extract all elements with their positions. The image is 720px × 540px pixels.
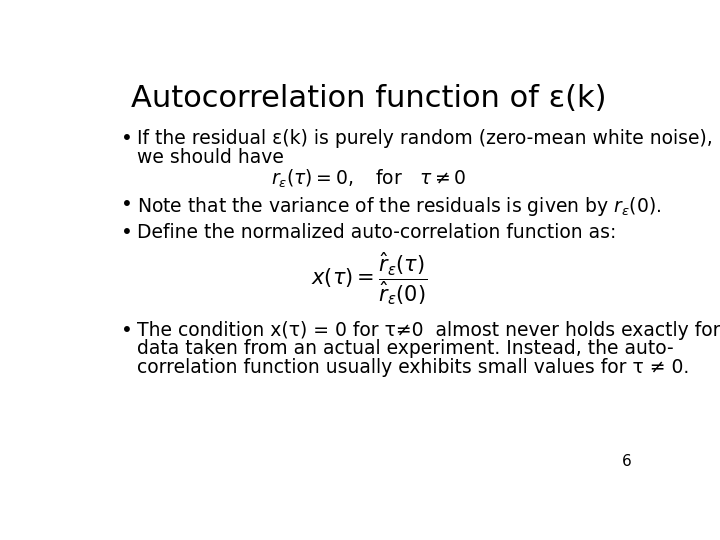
Text: 6: 6: [621, 454, 631, 469]
Text: Autocorrelation function of ε(k): Autocorrelation function of ε(k): [131, 84, 607, 112]
Text: •: •: [121, 321, 132, 340]
Text: If the residual ε(k) is purely random (zero-mean white noise),: If the residual ε(k) is purely random (z…: [138, 129, 714, 149]
Text: The condition x(τ) = 0 for τ≠0  almost never holds exactly for: The condition x(τ) = 0 for τ≠0 almost ne…: [138, 321, 720, 340]
Text: •: •: [121, 223, 132, 242]
Text: Define the normalized auto-correlation function as:: Define the normalized auto-correlation f…: [138, 223, 617, 242]
Text: we should have: we should have: [138, 148, 284, 167]
Text: data taken from an actual experiment. Instead, the auto-: data taken from an actual experiment. In…: [138, 339, 674, 358]
Text: •: •: [121, 194, 132, 213]
Text: $r_{\varepsilon}(\tau) = 0, \quad \mathrm{for} \quad \tau \neq 0$: $r_{\varepsilon}(\tau) = 0, \quad \mathr…: [271, 168, 467, 190]
Text: $x(\tau) = \dfrac{\hat{r}_{\varepsilon}(\tau)}{\hat{r}_{\varepsilon}(0)}$: $x(\tau) = \dfrac{\hat{r}_{\varepsilon}(…: [311, 250, 427, 307]
Text: •: •: [121, 129, 132, 149]
Text: Note that the variance of the residuals is given by $r_{\varepsilon}(0)$.: Note that the variance of the residuals …: [138, 194, 662, 218]
Text: correlation function usually exhibits small values for τ ≠ 0.: correlation function usually exhibits sm…: [138, 358, 690, 377]
